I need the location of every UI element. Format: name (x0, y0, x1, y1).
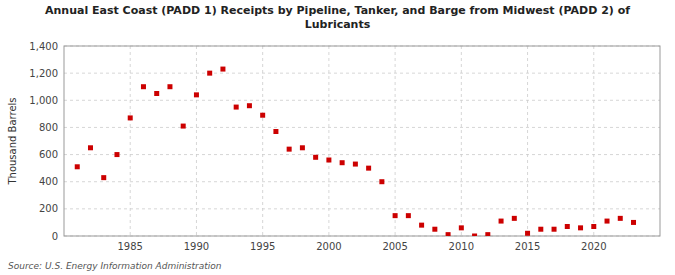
point (605, 219, 610, 224)
y-tick-label: 800 (39, 122, 58, 133)
x-grid-line (328, 46, 329, 236)
point (101, 175, 106, 180)
x-tick-label: 2015 (515, 241, 540, 252)
y-grid-line (64, 100, 660, 101)
x-tick-label: 1995 (250, 241, 275, 252)
y-tick-label: 1,200 (29, 68, 58, 79)
point (313, 155, 318, 160)
point (353, 162, 358, 167)
point (326, 158, 331, 163)
point (591, 224, 596, 229)
y-tick-label: 600 (39, 149, 58, 160)
point (406, 213, 411, 218)
point (154, 91, 159, 96)
y-grid-line (64, 127, 660, 128)
point (631, 220, 636, 225)
point (393, 213, 398, 218)
x-tick-label: 1990 (184, 241, 209, 252)
point (340, 160, 345, 165)
y-grid-line (64, 181, 660, 182)
points (75, 67, 636, 236)
point (247, 103, 252, 108)
point (446, 232, 451, 236)
point (128, 115, 133, 120)
y-grid-line (64, 154, 660, 155)
source-note: Source: U.S. Energy Information Administ… (8, 261, 222, 271)
point (512, 216, 517, 221)
plot-frame (64, 46, 660, 236)
point (618, 216, 623, 221)
chart: Annual East Coast (PADD 1) Receipts by P… (0, 0, 675, 275)
x-grid-line (196, 46, 197, 236)
y-axis-label: Thousand Barrels (7, 97, 18, 185)
point (181, 124, 186, 129)
title: Annual East Coast (PADD 1) Receipts by P… (45, 4, 630, 31)
x-grid-line (130, 46, 131, 236)
grid (64, 46, 660, 236)
point (459, 225, 464, 230)
point (287, 147, 292, 152)
point (207, 71, 212, 76)
x-tick-label: 2010 (449, 241, 474, 252)
x-tick-label: 2000 (316, 241, 341, 252)
y-grid-line (64, 73, 660, 74)
x-tick-label: 2005 (382, 241, 407, 252)
point (499, 219, 504, 224)
point (366, 166, 371, 171)
y-tick-label: 1,000 (29, 95, 58, 106)
x-grid-line (461, 46, 462, 236)
point (234, 105, 239, 110)
point (525, 231, 530, 236)
x-grid-line (262, 46, 263, 236)
point (472, 234, 477, 237)
point (565, 224, 570, 229)
point (432, 227, 437, 232)
y-tick-label: 0 (52, 231, 58, 242)
x-tick-label: 1985 (117, 241, 142, 252)
y-tick-label: 1,400 (29, 41, 58, 52)
title-line: Lubricants (305, 18, 371, 31)
x-grid-line (593, 46, 594, 236)
point (578, 225, 583, 230)
point (419, 223, 424, 228)
point (194, 92, 199, 97)
y-grid-line (64, 208, 660, 209)
point (538, 227, 543, 232)
point (88, 145, 93, 150)
point (552, 227, 557, 232)
point (114, 152, 119, 157)
point (141, 84, 146, 89)
point (167, 84, 172, 89)
x-tick-label: 2020 (581, 241, 606, 252)
point (260, 113, 265, 118)
x-grid-line (527, 46, 528, 236)
point (485, 232, 490, 236)
title-line: Annual East Coast (PADD 1) Receipts by P… (45, 4, 630, 17)
point (300, 145, 305, 150)
point (273, 129, 278, 134)
point (75, 164, 80, 169)
y-tick-label: 400 (39, 176, 58, 187)
point (220, 67, 225, 72)
x-grid-line (395, 46, 396, 236)
y-tick-label: 200 (39, 203, 58, 214)
point (379, 179, 384, 184)
